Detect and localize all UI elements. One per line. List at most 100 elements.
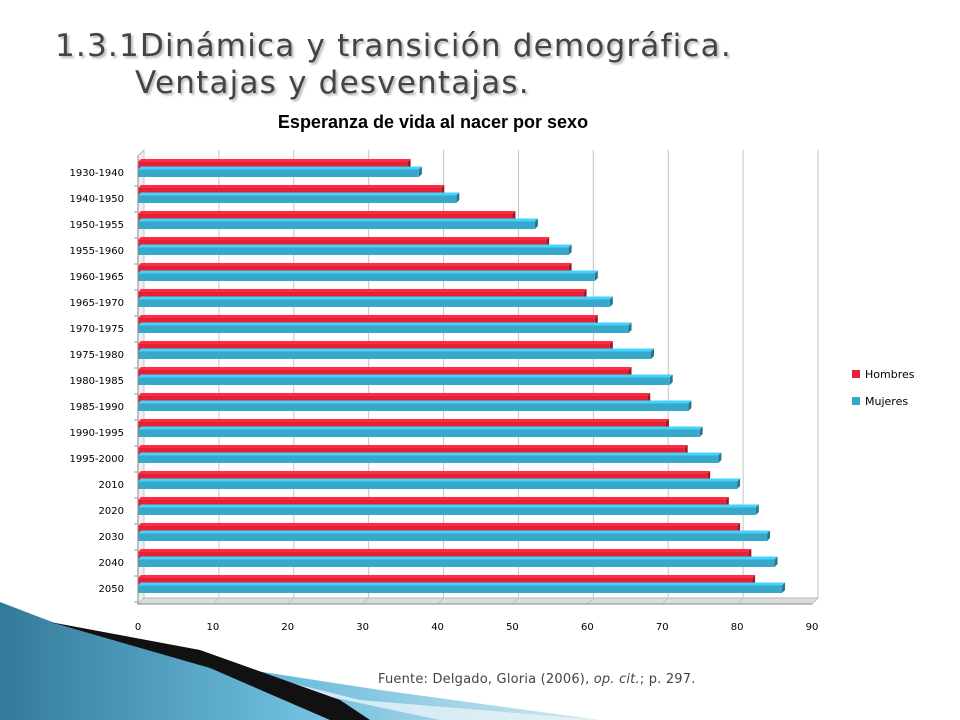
- bar-mujeres: [138, 559, 775, 567]
- bar-top: [138, 341, 613, 344]
- bar-top: [138, 393, 651, 396]
- y-tick-label: 1995-2000: [69, 454, 124, 465]
- bar-top: [138, 270, 598, 274]
- bar-hombres: [138, 370, 629, 378]
- bar-top: [138, 192, 460, 196]
- bar-end: [534, 218, 538, 229]
- bar-end: [774, 556, 778, 567]
- bar-top: [138, 374, 673, 378]
- chart-title: Esperanza de vida al nacer por sexo: [277, 112, 589, 132]
- bar-top: [138, 289, 587, 292]
- chart-floor: [136, 597, 820, 605]
- bar-mujeres: [138, 169, 419, 177]
- bar-mujeres: [138, 325, 629, 333]
- bar-mujeres: [138, 351, 651, 359]
- bar-end: [568, 244, 572, 255]
- bar-end: [669, 374, 673, 385]
- bar-end: [699, 426, 703, 437]
- bar-hombres: [138, 396, 648, 404]
- x-tick-label: 60: [581, 622, 594, 633]
- bar-mujeres: [138, 429, 700, 437]
- bar-top: [138, 582, 786, 586]
- source-prefix: Fuente: Delgado, Gloria (2006),: [378, 672, 594, 687]
- gridline-floor: [137, 597, 145, 605]
- y-tick-label: 2010: [99, 480, 124, 491]
- y-tick-label: 1975-1980: [69, 350, 124, 361]
- x-tick-label: 40: [431, 622, 444, 633]
- legend-swatch: [852, 370, 860, 378]
- x-tick-label: 30: [356, 622, 369, 633]
- gridline-floor: [287, 597, 295, 605]
- bar-mujeres: [138, 195, 457, 203]
- legend-swatch: [852, 397, 860, 405]
- bar-top: [138, 166, 422, 170]
- bar-end: [688, 400, 692, 411]
- bar-end: [650, 348, 654, 359]
- y-tick-label: 2040: [99, 558, 124, 569]
- bar-mujeres: [138, 585, 783, 593]
- y-tick-label: 1985-1990: [69, 402, 124, 413]
- bar-top: [138, 263, 572, 266]
- y-tick-label: 1990-1995: [69, 428, 124, 439]
- bar-hombres: [138, 526, 738, 534]
- bar-mujeres: [138, 377, 670, 385]
- bar-top: [138, 471, 711, 474]
- bar-hombres: [138, 344, 610, 352]
- y-tick-label: 2050: [99, 584, 124, 595]
- bar-mujeres: [138, 403, 689, 411]
- bar-hombres: [138, 422, 666, 430]
- y-tick-label: 1970-1975: [69, 324, 124, 335]
- y-tick-label: 1960-1965: [69, 272, 124, 283]
- bar-top: [138, 400, 692, 404]
- bar-hombres: [138, 552, 749, 560]
- bar-end: [782, 582, 786, 593]
- gridline-floor: [661, 597, 669, 605]
- bar-end: [628, 322, 632, 333]
- slide-title-line2: Ventajas y desventajas.: [135, 65, 530, 101]
- y-tick-label: 2030: [99, 532, 124, 543]
- bar-mujeres: [138, 455, 719, 463]
- bar-top: [138, 452, 722, 456]
- bar-top: [138, 211, 516, 214]
- slide-title-line1: 1.3.1Dinámica y transición demográfica.: [55, 28, 732, 64]
- y-tick-label: 1965-1970: [69, 298, 124, 309]
- bar-end: [718, 452, 722, 463]
- bar-hombres: [138, 500, 726, 508]
- bar-top: [138, 244, 572, 248]
- bar-top: [138, 237, 550, 240]
- x-tick-label: 10: [207, 622, 220, 633]
- gridline-floor: [586, 597, 594, 605]
- gridline-floor: [512, 597, 519, 605]
- bar-mujeres: [138, 507, 756, 515]
- y-tick-label: 1940-1950: [69, 194, 124, 205]
- bar-top: [138, 497, 729, 500]
- bar-top: [138, 367, 632, 370]
- bar-top: [138, 549, 752, 552]
- bar-mujeres: [138, 481, 738, 489]
- bar-mujeres: [138, 221, 535, 229]
- y-tick-label: 1930-1940: [69, 168, 124, 179]
- bar-top: [138, 575, 756, 578]
- legend-label: Hombres: [865, 368, 915, 381]
- bar-mujeres: [138, 299, 610, 307]
- x-tick-label: 20: [281, 622, 294, 633]
- bar-top: [138, 426, 703, 430]
- source-note: Fuente: Delgado, Gloria (2006), op. cit.…: [378, 672, 696, 687]
- y-tick-label: 1955-1960: [69, 246, 124, 257]
- x-tick-label: 70: [656, 622, 669, 633]
- bar-hombres: [138, 188, 442, 196]
- bar-top: [138, 478, 741, 482]
- source-suffix: ; p. 297.: [639, 672, 696, 687]
- slide-title: 1.3.1Dinámica y transición demográfica. …: [55, 28, 732, 102]
- x-tick-label: 50: [506, 622, 519, 633]
- bar-hombres: [138, 448, 685, 456]
- y-tick-label: 1950-1955: [69, 220, 124, 231]
- gridline-floor: [362, 597, 370, 605]
- x-tick-label: 90: [806, 622, 819, 633]
- x-tick-label: 0: [135, 622, 141, 633]
- bar-top: [138, 504, 759, 508]
- y-tick-label: 1980-1985: [69, 376, 124, 387]
- bar-top: [138, 159, 411, 162]
